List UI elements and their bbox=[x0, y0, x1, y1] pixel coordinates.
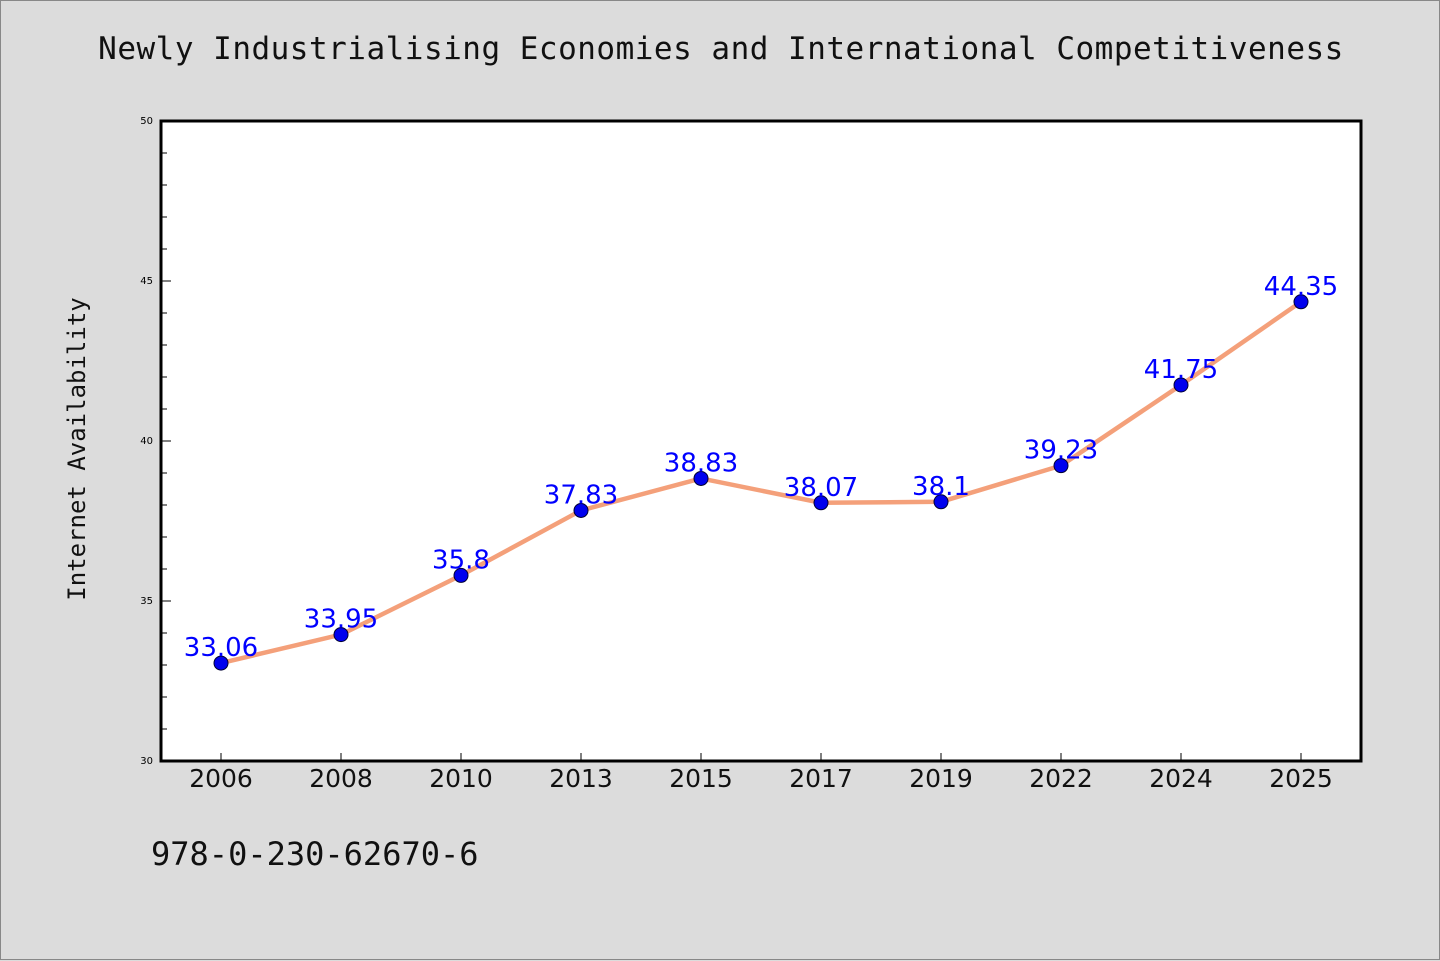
data-label: 39.23 bbox=[1024, 436, 1098, 466]
markers-group bbox=[213, 294, 1309, 671]
data-point bbox=[333, 627, 349, 643]
series-line-group bbox=[218, 299, 1304, 666]
y-axis: 30 35 40 45 50 bbox=[140, 116, 171, 767]
series-line bbox=[218, 299, 1304, 666]
data-label: 38.83 bbox=[664, 448, 738, 478]
data-point bbox=[213, 655, 229, 671]
x-tick-label: 2015 bbox=[669, 764, 733, 793]
x-axis: 2006 2008 2010 2013 2015 2017 2019 2022 2024 2025 bbox=[189, 753, 1333, 793]
chart-title: Newly Industrialising Economies and Inte… bbox=[98, 31, 1344, 67]
x-tick-label: 2006 bbox=[189, 764, 253, 793]
x-tick-label: 2024 bbox=[1149, 764, 1213, 793]
data-point bbox=[573, 502, 589, 518]
y-tick-label: 40 bbox=[140, 436, 153, 447]
data-label: 37.83 bbox=[544, 480, 618, 510]
y-tick-label: 35 bbox=[140, 596, 153, 607]
y-tick-label: 50 bbox=[140, 116, 153, 127]
data-label: 38.07 bbox=[784, 473, 858, 503]
data-label: 33.95 bbox=[304, 605, 378, 635]
data-point bbox=[1053, 458, 1069, 474]
data-point bbox=[813, 495, 829, 511]
y-axis-label: Internet Availability bbox=[63, 297, 91, 600]
data-point bbox=[453, 567, 469, 583]
data-point bbox=[693, 470, 709, 486]
y-tick-label: 45 bbox=[140, 276, 153, 287]
data-point bbox=[1293, 294, 1309, 310]
plot-area bbox=[159, 119, 1363, 763]
x-tick-label: 2013 bbox=[549, 764, 613, 793]
data-point bbox=[933, 494, 949, 510]
data-labels-group: 33.06 33.95 35.8 37.83 38.83 38.07 38.1 39.23 41… bbox=[184, 272, 1338, 663]
x-tick-label: 2017 bbox=[789, 764, 853, 793]
data-label: 35.8 bbox=[432, 545, 490, 575]
data-label: 38.1 bbox=[912, 472, 970, 502]
x-tick-label: 2008 bbox=[309, 764, 373, 793]
data-point bbox=[1173, 377, 1189, 393]
data-label: 41.75 bbox=[1144, 355, 1218, 385]
x-tick-label: 2022 bbox=[1029, 764, 1093, 793]
footer-code: 978-0-230-62670-6 bbox=[151, 835, 479, 873]
x-tick-label: 2025 bbox=[1269, 764, 1333, 793]
y-tick-label: 30 bbox=[140, 756, 153, 767]
x-tick-label: 2019 bbox=[909, 764, 973, 793]
x-tick-label: 2010 bbox=[429, 764, 493, 793]
data-label: 33.06 bbox=[184, 633, 258, 663]
data-label: 44.35 bbox=[1264, 272, 1338, 302]
